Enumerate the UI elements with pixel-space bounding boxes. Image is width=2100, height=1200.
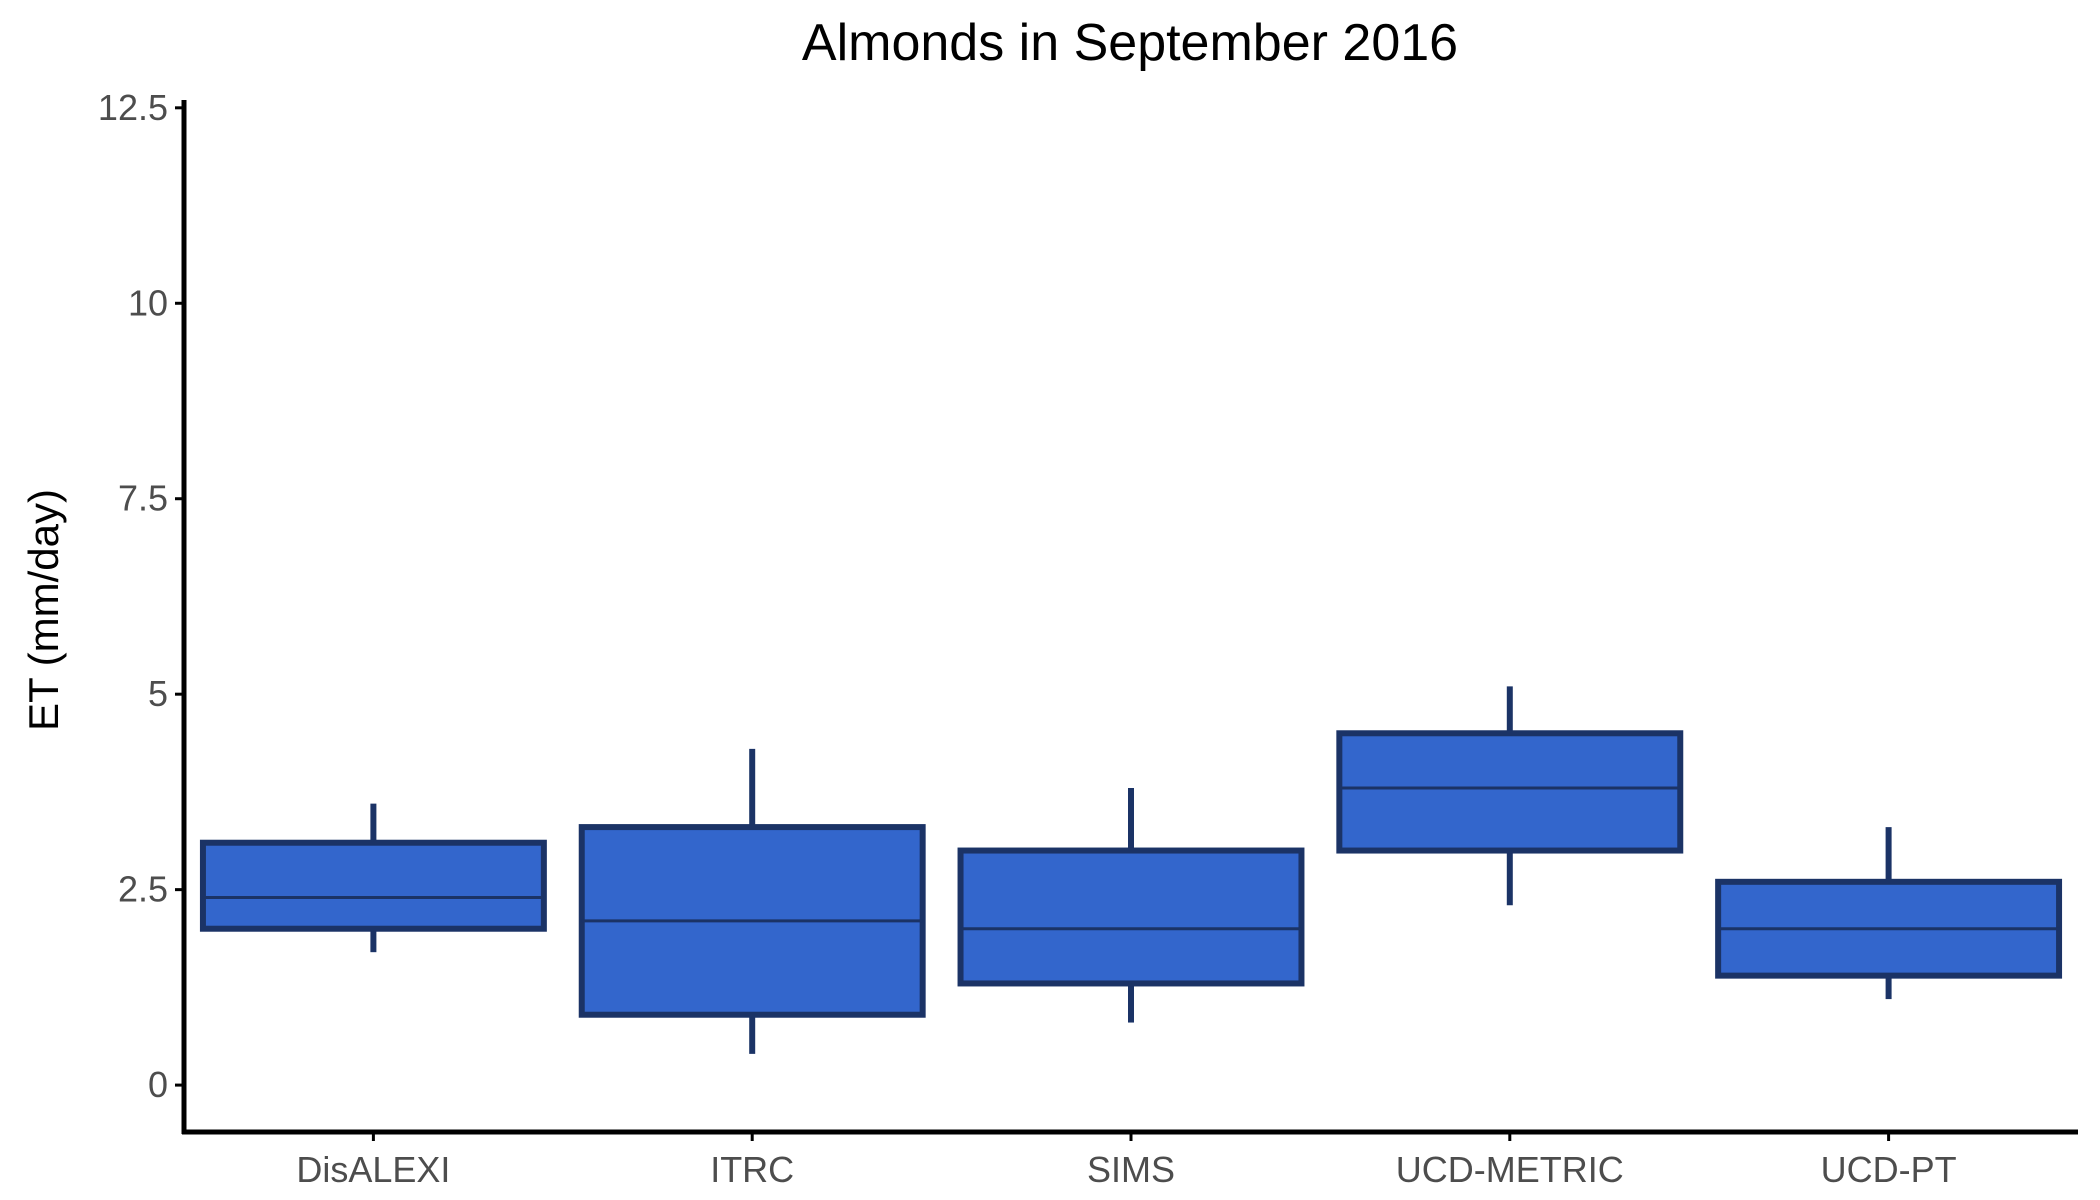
y-tick-label: 12.5 <box>98 87 168 128</box>
y-tick-label: 7.5 <box>118 478 168 519</box>
chart-title: Almonds in September 2016 <box>802 14 1458 72</box>
x-tick-label: DisALEXI <box>296 1149 450 1190</box>
x-tick-label: UCD-PT <box>1821 1149 1957 1190</box>
x-tick-label: UCD-METRIC <box>1396 1149 1624 1190</box>
y-tick-label: 5 <box>148 673 168 714</box>
y-tick-label: 2.5 <box>118 869 168 910</box>
y-tick-label: 0 <box>148 1064 168 1105</box>
box-sims <box>957 847 1305 987</box>
x-tick-label: ITRC <box>710 1149 794 1190</box>
box-disalexi <box>199 839 547 932</box>
y-tick-label: 10 <box>128 282 168 323</box>
y-axis-title: ET (mm/day) <box>20 489 67 731</box>
plot-area: 0 2.5 5 7.5 10 12.5 DisALEXI ITRC SIMS UCD-METRIC… <box>98 87 2078 1190</box>
x-tick-label: SIMS <box>1087 1149 1175 1190</box>
box-ucd-metric <box>1336 730 1684 854</box>
